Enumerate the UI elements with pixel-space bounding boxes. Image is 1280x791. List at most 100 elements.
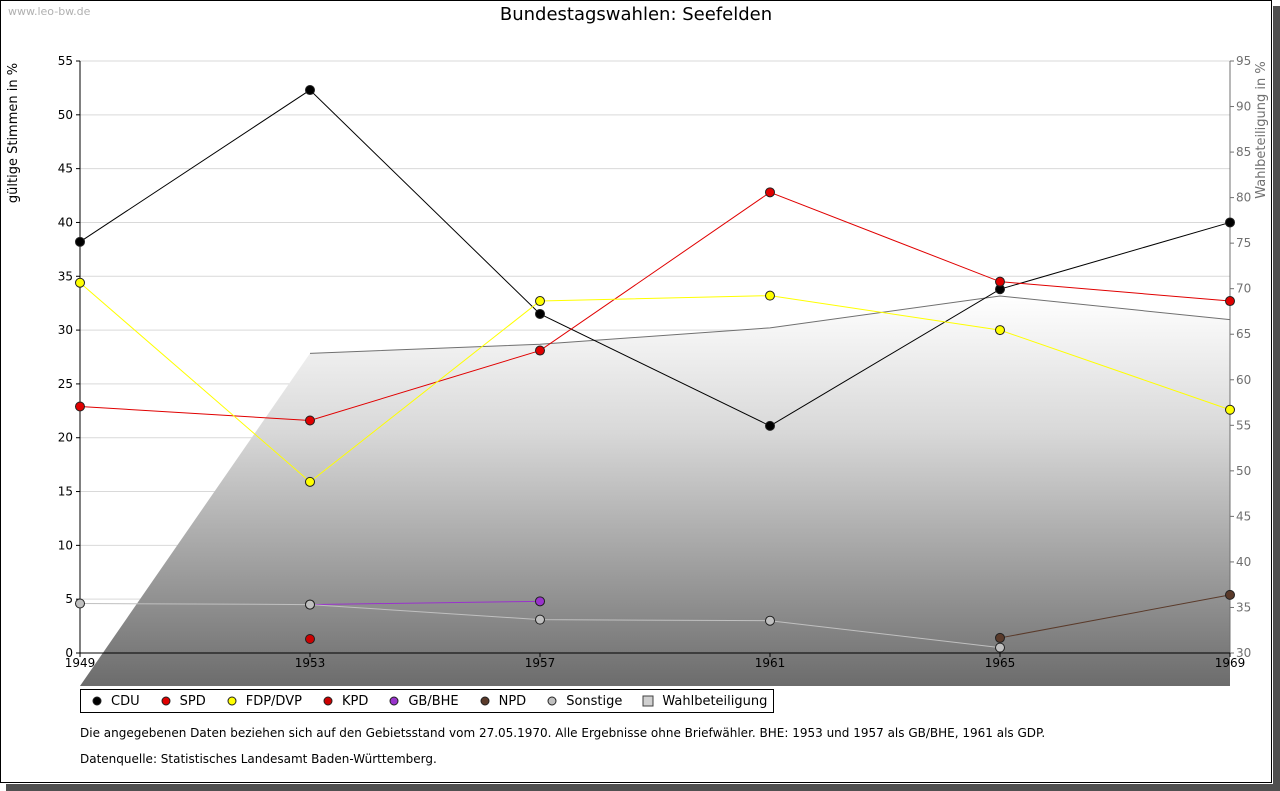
point-cdu: [1225, 217, 1235, 228]
legend-item-npd: NPD: [473, 693, 527, 709]
y2-tick-label: 70: [1236, 282, 1251, 296]
x-tick-label: 1961: [755, 656, 786, 670]
point-fdp-dvp: [305, 476, 315, 487]
y-tick-label: 15: [58, 485, 73, 499]
y2-tick-label: 75: [1236, 236, 1251, 250]
y-tick-label: 30: [58, 323, 73, 337]
point-sonstige: [535, 614, 545, 625]
legend-item-sonstige: Sonstige: [540, 694, 622, 709]
turnout-area: [80, 295, 1230, 686]
legend-marker-gb-bhe: [389, 696, 399, 706]
y2-tick-label: 50: [1236, 464, 1251, 478]
series-layer: [75, 85, 1235, 653]
point-sonstige: [765, 615, 775, 626]
point-spd: [305, 415, 315, 426]
x-tick-label: 1957: [525, 656, 556, 670]
point-npd: [1225, 589, 1235, 600]
legend-item-kpd: KPD: [316, 694, 368, 709]
y-tick-label: 10: [58, 538, 73, 552]
turnout-line: [309, 295, 1231, 354]
point-spd: [765, 187, 775, 198]
point-spd: [535, 345, 545, 356]
y2-tick-label: 55: [1236, 418, 1251, 432]
legend-item-fdp-dvp: FDP/DVP: [220, 694, 302, 709]
point-fdp-dvp: [765, 290, 775, 301]
data-source: Datenquelle: Statistisches Landesamt Bad…: [80, 752, 437, 766]
frame-shadow-bottom: [6, 784, 1280, 791]
point-spd: [75, 401, 85, 412]
x-tick-label: 1965: [985, 656, 1016, 670]
y-tick-label: 50: [58, 108, 73, 122]
legend-label-fdp-dvp: FDP/DVP: [245, 693, 302, 709]
y-axis-title: gültige Stimmen in %: [6, 63, 21, 203]
x-tick-label: 1949: [65, 656, 96, 670]
y2-tick-label: 35: [1236, 600, 1251, 614]
series-line-cdu: [79, 89, 1231, 427]
footnote: Die angegebenen Daten beziehen sich auf …: [80, 726, 1046, 740]
legend-marker-npd: [480, 696, 490, 706]
point-cdu: [765, 420, 775, 431]
point-sonstige: [75, 598, 85, 609]
legend-marker-spd: [161, 696, 171, 706]
legend-label-cdu: CDU: [111, 693, 140, 709]
y2-tick-label: 30: [1236, 646, 1251, 660]
legend-label-sonstige: Sonstige: [566, 693, 623, 709]
series-line-gb-bhe: [309, 600, 541, 606]
y2-tick-label: 95: [1236, 54, 1251, 68]
point-fdp-dvp: [995, 325, 1005, 336]
axes: 0 5 10 15 20 25 30 35 40 45 50 55 30 35 40 45 50 55 60 65 70…: [58, 54, 1252, 670]
y-tick-label: 0: [65, 646, 73, 660]
legend-item-spd: SPD: [154, 694, 206, 709]
legend-marker-sonstige: [547, 696, 557, 706]
y2-tick-label: 90: [1236, 100, 1251, 114]
y-tick-label: 40: [58, 215, 73, 229]
point-cdu: [305, 85, 315, 96]
legend-marker-kpd: [323, 696, 333, 706]
legend-item-cdu: CDU: [85, 694, 140, 709]
legend-label-npd: NPD: [498, 693, 527, 709]
y-tick-label: 55: [58, 54, 73, 68]
legend-item-wahlbeteiligung: Wahlbeteiligung: [636, 694, 767, 709]
y2-tick-label: 80: [1236, 191, 1251, 205]
x-tick-label: 1953: [295, 656, 326, 670]
legend: CDU SPD FDP/DVP KPD GB/BHE NPD Sonstige Wahlbet…: [80, 689, 775, 713]
point-kpd: [305, 634, 315, 645]
turnout-area-layer: [80, 295, 1231, 686]
frame-shadow-right: [1273, 6, 1280, 791]
y2-tick-label: 40: [1236, 555, 1251, 569]
point-fdp-dvp: [75, 277, 85, 288]
series-line-npd: [999, 594, 1231, 639]
point-fdp-dvp: [535, 296, 545, 307]
point-cdu: [75, 236, 85, 247]
point-spd: [1225, 296, 1235, 307]
series-line-spd: [79, 191, 1231, 422]
legend-label-wahlbeteiligung: Wahlbeteiligung: [662, 693, 768, 709]
point-gb-bhe: [535, 596, 545, 607]
y-tick-label: 5: [65, 592, 73, 606]
legend-marker-wahlbeteiligung: [642, 695, 654, 707]
x-tick-label: 1969: [1215, 656, 1246, 670]
y-tick-label: 35: [58, 269, 73, 283]
watermark: www.leo-bw.de: [8, 5, 91, 18]
point-sonstige: [305, 599, 315, 610]
legend-marker-fdp-dvp: [227, 696, 237, 706]
y-tick-label: 45: [58, 162, 73, 176]
point-spd: [995, 276, 1005, 287]
legend-label-gb-bhe: GB/BHE: [408, 693, 459, 709]
point-sonstige: [995, 642, 1005, 653]
legend-label-spd: SPD: [179, 693, 206, 709]
point-cdu: [535, 308, 545, 319]
legend-marker-cdu: [92, 696, 102, 706]
point-fdp-dvp: [1225, 404, 1235, 415]
y-tick-label: 20: [58, 431, 73, 445]
y2-tick-label: 85: [1236, 145, 1251, 159]
legend-label-kpd: KPD: [341, 693, 369, 709]
y-tick-label: 25: [58, 377, 73, 391]
y2-axis-title: Wahlbeteiligung in %: [1254, 61, 1269, 198]
y2-tick-label: 60: [1236, 373, 1251, 387]
series-line-fdp-dvp: [79, 282, 1231, 483]
point-npd: [995, 632, 1005, 643]
chart-title: Bundestagswahlen: Seefelden: [499, 4, 773, 25]
legend-item-gb-bhe: GB/BHE: [382, 693, 459, 709]
